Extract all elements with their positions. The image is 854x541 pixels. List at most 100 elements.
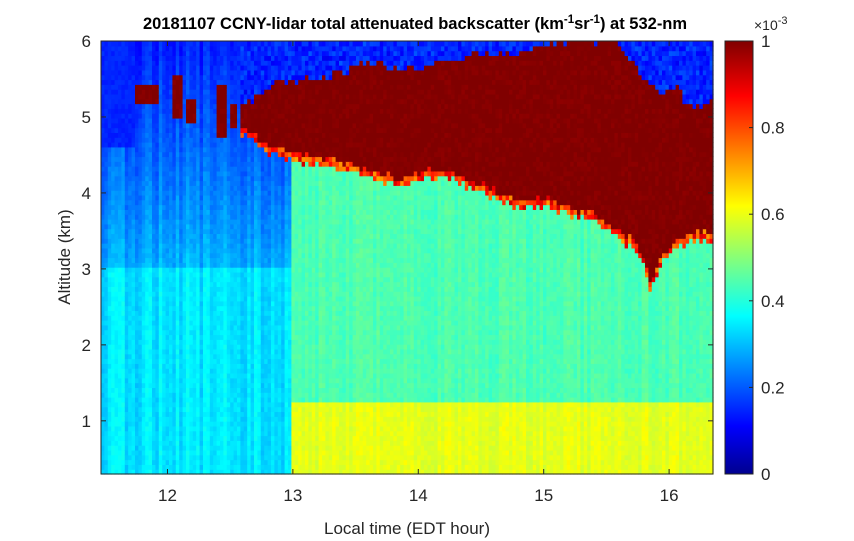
heatmap-cell <box>165 262 170 268</box>
heatmap-cell <box>145 353 150 360</box>
heatmap-cell <box>172 45 177 52</box>
heatmap-cell <box>131 368 136 374</box>
heatmap-cell <box>141 392 146 398</box>
heatmap-cell <box>223 257 228 263</box>
heatmap-cell <box>189 41 194 47</box>
heatmap-cell <box>118 315 122 321</box>
heatmap-cell <box>118 445 122 451</box>
heatmap-cell <box>124 435 129 441</box>
heatmap-cell <box>104 113 109 119</box>
heatmap-cell <box>230 324 235 331</box>
heatmap-cell <box>124 223 129 230</box>
heatmap-cell <box>189 435 194 441</box>
heatmap-cell <box>175 300 180 307</box>
heatmap-cell <box>138 194 143 201</box>
heatmap-cell <box>145 247 150 254</box>
heatmap-cell <box>213 238 218 244</box>
heatmap-cell <box>128 310 133 316</box>
heatmap-cell <box>155 377 160 384</box>
heatmap-cell <box>169 103 173 109</box>
heatmap-cell <box>128 286 133 292</box>
heatmap-cell <box>165 421 170 427</box>
heatmap-cell <box>152 440 156 446</box>
heatmap-cell <box>230 127 235 134</box>
heatmap-cell <box>111 310 116 316</box>
heatmap-cell <box>118 421 122 427</box>
heatmap-cell <box>206 368 211 374</box>
heatmap-cell <box>107 89 112 95</box>
heatmap-cell <box>104 267 109 273</box>
heatmap-cell <box>213 281 218 287</box>
heatmap-cell <box>148 257 153 263</box>
heatmap-cell <box>213 103 218 109</box>
heatmap-cell <box>111 363 116 369</box>
heatmap-cell <box>206 137 211 143</box>
heatmap-cell <box>247 223 252 230</box>
heatmap-cell <box>172 190 177 196</box>
heatmap-cell <box>196 372 201 379</box>
heatmap-cell <box>189 180 194 186</box>
heatmap-cell <box>223 348 228 355</box>
heatmap-cell <box>230 151 235 158</box>
heatmap-cell <box>162 252 167 259</box>
heatmap-cell <box>124 219 129 225</box>
heatmap-cell <box>175 175 180 182</box>
heatmap-cell <box>223 55 228 61</box>
heatmap-cell <box>206 156 211 162</box>
heatmap-cell <box>145 151 150 158</box>
heatmap-cell <box>260 190 265 196</box>
heatmap-cell <box>179 113 184 119</box>
heatmap-cell <box>155 84 160 90</box>
heatmap-cell <box>230 228 235 235</box>
heatmap-cell <box>158 445 163 451</box>
heatmap-cell <box>223 151 228 158</box>
heatmap-cell <box>189 281 194 287</box>
heatmap-cell <box>223 161 228 167</box>
heatmap-cell <box>260 281 265 287</box>
heatmap-cell <box>179 65 184 71</box>
heatmap-cell <box>138 55 143 61</box>
heatmap-cell <box>162 315 167 321</box>
heatmap-cell <box>230 117 235 124</box>
heatmap-cell <box>206 166 211 172</box>
heatmap-cell <box>124 194 129 201</box>
heatmap-cell <box>128 267 133 273</box>
heatmap-cell <box>172 315 177 321</box>
heatmap-cell <box>196 295 201 302</box>
heatmap-cell <box>135 117 139 124</box>
heatmap-cell <box>206 300 211 307</box>
heatmap-cell <box>114 459 119 465</box>
heatmap-cell <box>152 65 156 71</box>
heatmap-cell <box>189 320 194 326</box>
heatmap-cell <box>155 122 160 129</box>
heatmap-cell <box>141 180 146 186</box>
heatmap-cell <box>240 98 245 105</box>
heatmap-cell <box>206 238 211 244</box>
heatmap-cell <box>196 223 201 230</box>
heatmap-cell <box>169 108 173 114</box>
heatmap-cell <box>152 454 156 461</box>
heatmap-cell <box>114 440 119 446</box>
heatmap-cell <box>240 401 245 408</box>
heatmap-cell <box>101 348 105 355</box>
heatmap-cell <box>101 103 105 109</box>
heatmap-cell <box>230 170 235 177</box>
heatmap-cell <box>138 315 143 321</box>
heatmap-cell <box>223 194 228 201</box>
heatmap-cell <box>148 377 153 384</box>
heatmap-cell <box>172 377 177 384</box>
heatmap-cell <box>118 382 122 388</box>
heatmap-cell <box>111 161 116 167</box>
heatmap-cell <box>189 459 194 465</box>
heatmap-cell <box>213 252 218 259</box>
heatmap-cell <box>162 267 167 273</box>
heatmap-cell <box>158 257 163 263</box>
heatmap-cell <box>118 344 122 350</box>
heatmap-cell <box>172 286 177 292</box>
heatmap-cell <box>158 353 163 360</box>
heatmap-cell <box>277 421 282 427</box>
heatmap-cell <box>230 372 235 379</box>
heatmap-cell <box>131 262 136 268</box>
heatmap-cell <box>141 329 146 336</box>
heatmap-cell <box>152 406 156 413</box>
